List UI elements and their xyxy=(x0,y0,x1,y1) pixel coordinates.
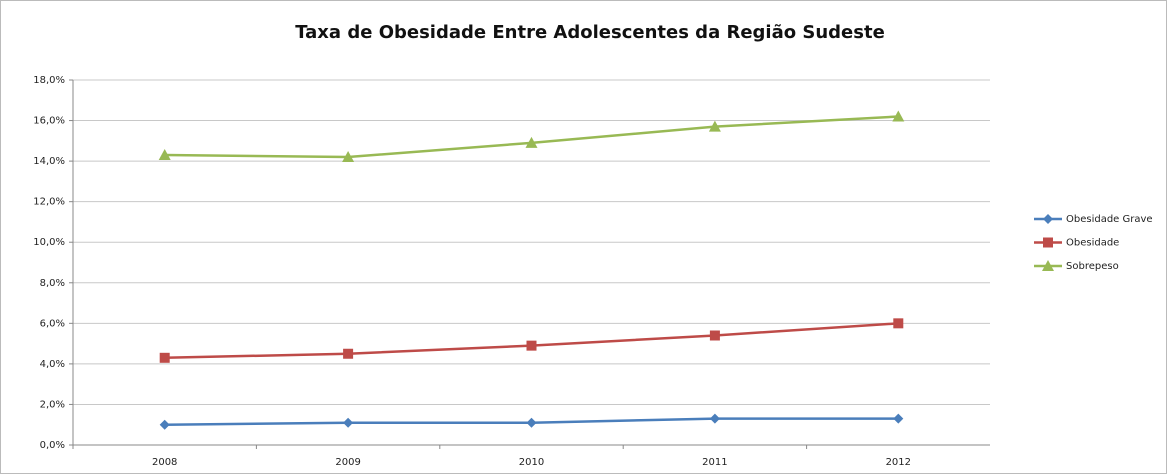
y-tick-label: 0,0% xyxy=(40,440,65,451)
y-tick-label: 16,0% xyxy=(33,116,65,127)
point xyxy=(342,151,355,163)
y-tick-label: 10,0% xyxy=(33,237,65,248)
point xyxy=(343,417,354,428)
point xyxy=(159,352,170,363)
x-tick-label: 2010 xyxy=(519,457,544,468)
point xyxy=(526,417,537,428)
point xyxy=(709,330,720,341)
point xyxy=(892,110,905,122)
point xyxy=(708,120,721,132)
point xyxy=(525,136,538,148)
legend-marker xyxy=(1042,260,1054,271)
y-tick-label: 8,0% xyxy=(40,278,65,289)
y-tick-label: 4,0% xyxy=(40,359,65,370)
point xyxy=(893,413,904,424)
point xyxy=(158,149,171,161)
point xyxy=(343,348,354,359)
chart-title: Taxa de Obesidade Entre Adolescentes da … xyxy=(295,22,885,43)
y-tick-label: 2,0% xyxy=(40,399,65,410)
point xyxy=(709,413,720,424)
x-tick-label: 2008 xyxy=(152,457,177,468)
x-tick-label: 2012 xyxy=(886,457,911,468)
legend-label: Obesidade xyxy=(1066,238,1119,249)
point xyxy=(159,419,170,430)
y-tick-label: 14,0% xyxy=(33,156,65,167)
point xyxy=(893,318,904,329)
legend-marker xyxy=(1043,237,1053,248)
x-tick-label: 2009 xyxy=(335,457,360,468)
legend-marker xyxy=(1043,214,1053,224)
y-tick-label: 18,0% xyxy=(33,75,65,86)
legend-label: Sobrepeso xyxy=(1066,261,1119,272)
y-tick-label: 6,0% xyxy=(40,318,65,329)
point xyxy=(526,340,537,351)
x-tick-label: 2011 xyxy=(702,457,727,468)
legend-label: Obesidade Grave xyxy=(1066,214,1153,225)
y-tick-label: 12,0% xyxy=(33,197,65,208)
